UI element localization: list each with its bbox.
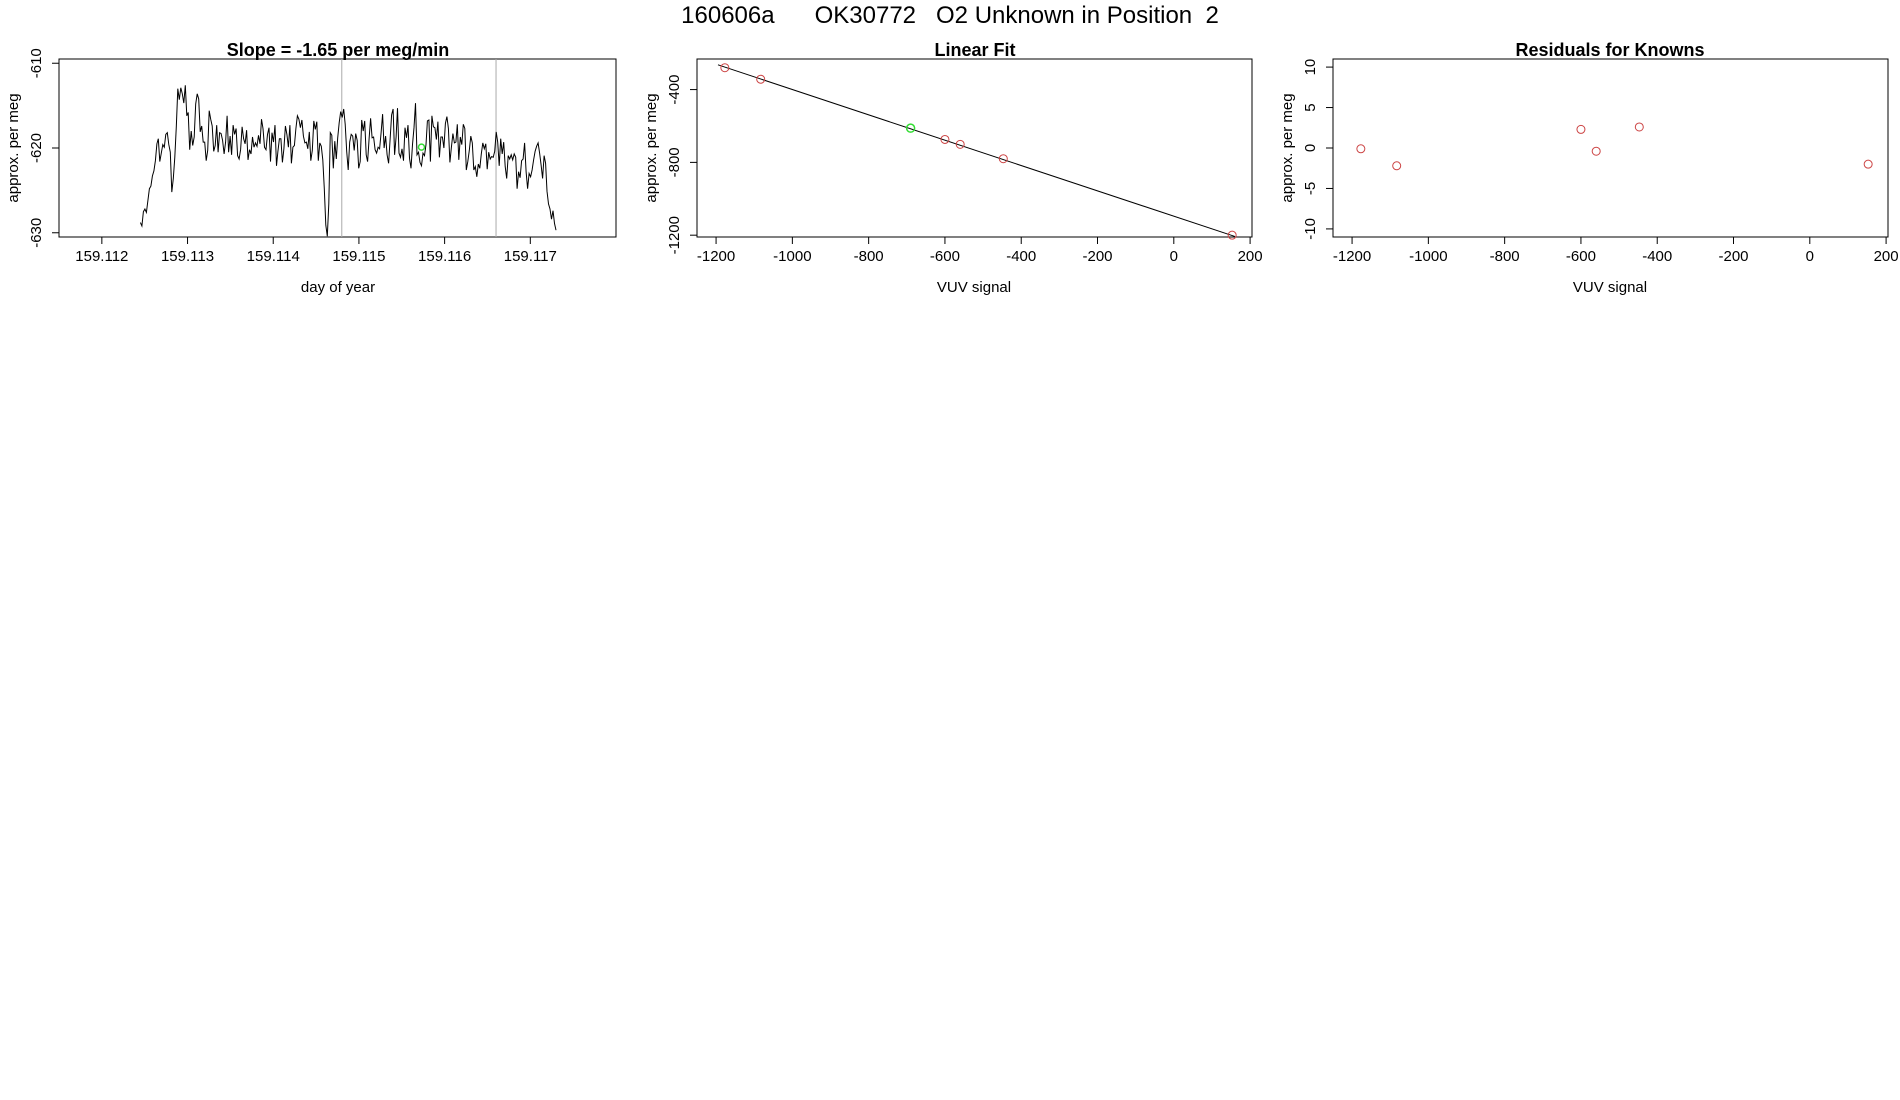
panel2-known-point — [756, 74, 766, 84]
y-tick-label: -610 — [28, 48, 45, 78]
panel1-xlabel: day of year — [301, 279, 375, 296]
panel2-title: Linear Fit — [934, 40, 1015, 60]
panel2-xlabel: VUV signal — [937, 279, 1011, 296]
figure-title: 160606a OK30772 O2 Unknown in Position 2 — [681, 2, 1219, 29]
x-tick-label: 0 — [1170, 248, 1178, 265]
x-tick-label: -800 — [854, 248, 884, 265]
panel2-unknown-point — [905, 123, 916, 133]
panel3-xlabel: VUV signal — [1573, 279, 1647, 296]
y-tick-label: -10 — [1302, 218, 1319, 240]
y-tick-label: 10 — [1302, 59, 1319, 76]
x-tick-label: -400 — [1006, 248, 1036, 265]
y-tick-label: -5 — [1302, 182, 1319, 195]
panel2-known-point — [955, 139, 965, 149]
panel3-residual-point — [1591, 146, 1601, 156]
x-tick-label: 159.116 — [418, 248, 471, 265]
panel2-known-point — [720, 63, 730, 73]
x-tick-label: 159.112 — [75, 248, 128, 265]
panel2-known-point — [940, 134, 950, 144]
x-tick-label: 159.113 — [161, 248, 214, 265]
residuals-panel: Residuals for Knowns -1200 -1000 -800 -600-… — [1279, 40, 1899, 296]
x-tick-label: 159.115 — [332, 248, 385, 265]
y-tick-label: -400 — [666, 75, 683, 105]
linear-fit-panel: Linear Fit -1200 -1000 -800 -600 -400 -200 0 20… — [643, 40, 1263, 296]
x-tick-label: 159.117 — [504, 248, 557, 265]
x-tick-label: -200 — [1082, 248, 1112, 265]
x-tick-label: -1200 — [1333, 248, 1371, 265]
x-tick-label: -1200 — [697, 248, 735, 265]
x-tick-label: 200 — [1874, 248, 1899, 265]
x-tick-label: -600 — [930, 248, 960, 265]
panel3-residual-point — [1356, 144, 1366, 154]
panel3-ylabel: approx. per meg — [1279, 93, 1296, 202]
panel3-residual-point — [1392, 161, 1402, 171]
x-tick-label: 0 — [1806, 248, 1814, 265]
x-tick-label: -1000 — [1409, 248, 1447, 265]
x-tick-label: -600 — [1566, 248, 1596, 265]
panel3-residual-point — [1634, 122, 1644, 132]
y-tick-label: 0 — [1302, 144, 1319, 152]
x-tick-label: 159.114 — [247, 248, 300, 265]
y-tick-label: 5 — [1302, 103, 1319, 111]
x-tick-label: -1000 — [773, 248, 811, 265]
y-tick-label: -1200 — [666, 216, 683, 254]
panel2-known-point — [998, 154, 1008, 164]
y-tick-label: -800 — [666, 147, 683, 177]
panel3-plot-frame — [1332, 58, 1889, 238]
panel3-residual-point — [1576, 124, 1586, 134]
y-tick-label: -620 — [28, 133, 45, 163]
panel3-residual-point — [1863, 159, 1873, 169]
panel1-green-point — [417, 143, 426, 151]
panel3-title: Residuals for Knowns — [1515, 40, 1704, 60]
x-tick-label: -400 — [1642, 248, 1672, 265]
panel2-ylabel: approx. per meg — [643, 93, 660, 202]
panel2-known-point — [1227, 230, 1237, 240]
panel1-title: Slope = -1.65 per meg/min — [227, 40, 450, 60]
x-tick-label: -800 — [1490, 248, 1520, 265]
y-tick-label: -630 — [28, 218, 45, 248]
panel2-fit-line — [717, 64, 1235, 237]
x-tick-label: 200 — [1238, 248, 1263, 265]
panel2-plot-frame — [696, 58, 1253, 238]
panel1-ylabel: approx. per meg — [5, 93, 22, 202]
time-series-panel: Slope = -1.65 per meg/min 159.112 159.113… — [5, 40, 617, 296]
panel1-series-line — [139, 85, 557, 237]
x-tick-label: -200 — [1718, 248, 1748, 265]
